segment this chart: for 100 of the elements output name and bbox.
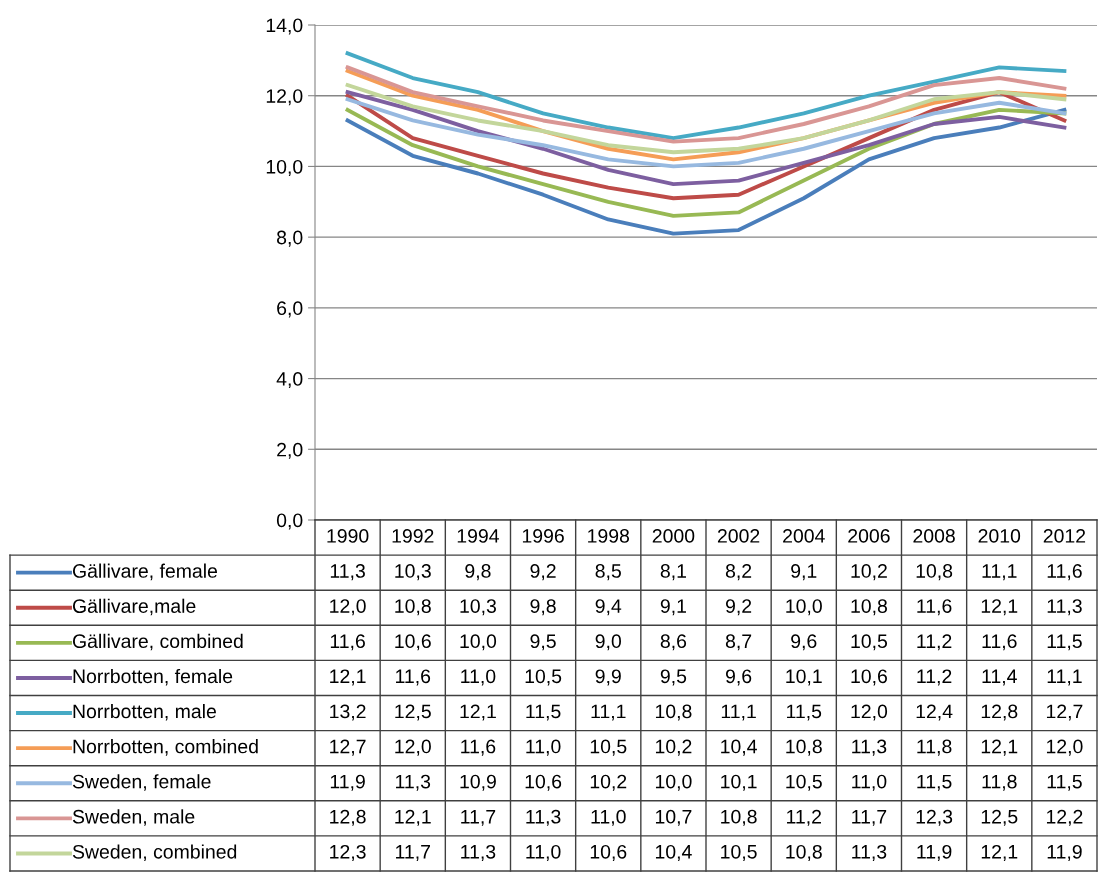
- data-label: 12,8: [330, 809, 366, 826]
- data-label: 11,3: [852, 844, 887, 861]
- data-label: 11,0: [852, 774, 887, 791]
- y-tick-label: 6,0: [277, 301, 303, 318]
- data-label: 12,1: [330, 669, 366, 686]
- data-label: 11,2: [917, 634, 952, 651]
- data-label: 11,6: [330, 634, 365, 651]
- data-label: 12,1: [981, 739, 1018, 756]
- legend-label: Norrbotten, male: [73, 703, 216, 721]
- data-label: 10,3: [460, 599, 496, 616]
- data-label: 12,5: [395, 704, 431, 721]
- data-label: 11,5: [526, 704, 561, 721]
- data-label: 12,0: [330, 599, 366, 616]
- data-label: 12,7: [330, 739, 366, 756]
- data-label: 11,0: [526, 844, 561, 861]
- x-tick-label: 1992: [392, 529, 434, 543]
- data-label: 9,5: [660, 669, 687, 686]
- data-label: 10,7: [655, 809, 692, 826]
- data-label: 10,8: [655, 704, 692, 721]
- data-label: 12,1: [981, 844, 1018, 861]
- data-label: 10,2: [590, 774, 627, 791]
- data-label: 11,5: [1047, 774, 1082, 791]
- data-label: 13,2: [330, 704, 366, 721]
- legend-label: Sweden, female: [72, 774, 211, 791]
- data-label: 9,2: [530, 564, 556, 581]
- x-tick-label: 2002: [717, 529, 760, 543]
- data-label: 11,1: [591, 704, 626, 721]
- legend-label: Sweden, male: [72, 809, 195, 826]
- data-label: 10,1: [786, 669, 822, 686]
- data-label: 11,6: [982, 634, 1017, 651]
- legend-label: Norrbotten, combined: [73, 739, 258, 756]
- y-tick-label: 12,0: [266, 89, 303, 106]
- data-label: 12,0: [395, 739, 431, 756]
- legend-label: Gällivare, female: [72, 563, 218, 581]
- data-label: 12,4: [916, 704, 953, 721]
- data-label: 8,6: [660, 634, 687, 651]
- data-label: 9,8: [530, 599, 556, 616]
- data-label: 11,1: [721, 704, 756, 721]
- x-tick-label: 2008: [913, 529, 955, 543]
- data-label: 10,2: [655, 739, 692, 756]
- x-tick-label: 2004: [783, 529, 825, 543]
- data-label: 9,9: [595, 669, 621, 686]
- x-tick-label: 2010: [978, 529, 1021, 543]
- x-tick-label: 2012: [1043, 529, 1086, 543]
- x-tick-label: 1998: [588, 529, 630, 543]
- data-label: 12,3: [916, 809, 953, 826]
- data-label: 10,6: [590, 844, 627, 861]
- data-label: 11,1: [1047, 669, 1082, 686]
- data-label: 9,6: [791, 634, 817, 651]
- data-label: 10,0: [460, 634, 497, 651]
- data-label: 8,1: [660, 564, 686, 581]
- data-label: 11,8: [982, 774, 1017, 791]
- y-tick-label: 2,0: [277, 442, 303, 459]
- data-label: 10,5: [525, 669, 562, 686]
- data-label: 11,2: [787, 809, 821, 826]
- data-label: 10,2: [851, 564, 887, 581]
- data-label: 10,4: [655, 844, 692, 861]
- data-label: 11,6: [461, 739, 496, 756]
- data-label: 11,3: [461, 844, 496, 861]
- data-label: 10,8: [786, 844, 822, 861]
- x-tick-label: 1996: [522, 529, 564, 543]
- data-label: 11,9: [1047, 844, 1082, 861]
- data-label: 8,2: [725, 564, 752, 581]
- data-label: 11,1: [982, 564, 1017, 581]
- legend-label: Gällivare,male: [72, 598, 196, 616]
- data-label: 10,8: [786, 739, 822, 756]
- data-label: 9,4: [595, 599, 622, 616]
- data-label: 12,2: [1046, 809, 1083, 826]
- data-label: 11,3: [1047, 599, 1082, 616]
- data-label: 10,8: [851, 599, 887, 616]
- data-label: 9,6: [725, 669, 752, 686]
- data-label: 11,7: [396, 845, 430, 861]
- data-label: 10,4: [721, 739, 757, 756]
- data-label: 11,3: [526, 809, 561, 826]
- data-label: 10,5: [851, 634, 888, 651]
- data-label: 10,6: [525, 774, 562, 791]
- x-tick-label: 1990: [327, 529, 369, 543]
- data-label: 12,1: [981, 599, 1018, 616]
- data-label: 11,3: [852, 739, 887, 756]
- data-label: 12,0: [1046, 739, 1083, 756]
- data-label: 10,6: [851, 669, 887, 686]
- legend-label: Norrbotten, female: [73, 668, 233, 686]
- data-label: 10,6: [395, 634, 431, 651]
- data-label: 10,5: [721, 844, 757, 861]
- data-label: 11,5: [1047, 634, 1082, 651]
- data-label: 11,6: [1047, 564, 1082, 581]
- data-label: 11,0: [461, 669, 496, 686]
- x-tick-label: 2000: [652, 529, 695, 543]
- data-label: 9,2: [725, 599, 752, 616]
- data-label: 10,8: [395, 599, 431, 616]
- data-label: 11,9: [917, 844, 952, 861]
- data-label: 10,0: [655, 774, 692, 791]
- data-label: 11,3: [330, 564, 365, 581]
- data-label: 11,3: [396, 774, 431, 791]
- data-label: 9,1: [791, 564, 817, 581]
- line-series: [345, 65, 1067, 144]
- data-label: 11,2: [917, 669, 952, 686]
- data-label: 11,8: [917, 739, 952, 756]
- data-label: 11,5: [917, 774, 952, 791]
- data-label: 11,7: [461, 810, 496, 826]
